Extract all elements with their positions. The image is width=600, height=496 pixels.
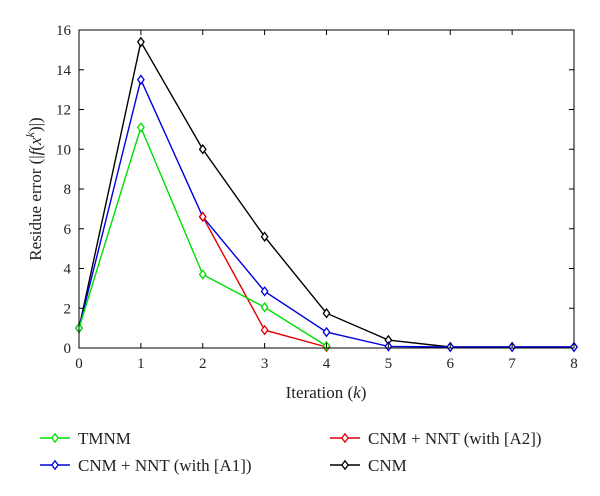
legend-item: TMNM (40, 429, 131, 448)
legend-item: CNM + NNT (with [A2]) (330, 429, 542, 448)
data-point (198, 143, 207, 155)
x-tick-label: 8 (570, 356, 578, 372)
legend-label: TMNM (78, 429, 131, 448)
series-0 (75, 36, 578, 353)
series-line (78, 40, 574, 348)
x-tick-label: 2 (199, 356, 207, 372)
y-tick-label: 16 (56, 23, 72, 39)
y-tick-label: 0 (64, 341, 72, 357)
plot-frame (78, 29, 575, 349)
legend-swatch-marker (51, 432, 59, 444)
data-point (322, 307, 331, 319)
x-tick-label: 3 (261, 356, 269, 372)
series-layer (75, 36, 578, 353)
data-point (198, 211, 207, 223)
data-point (198, 269, 207, 280)
legend-swatch-marker (51, 459, 59, 471)
legend-item: CNM (330, 456, 407, 475)
x-tick-label: 5 (385, 356, 393, 372)
data-point (260, 324, 269, 336)
legend-label: CNM + NNT (with [A2]) (368, 429, 542, 448)
data-point (136, 36, 145, 48)
data-point (136, 122, 145, 133)
data-point (136, 74, 145, 85)
x-tick-label: 4 (323, 356, 331, 372)
y-axis-title: Residue error (|f(xk)|) (23, 117, 45, 260)
y-tick-label: 10 (56, 142, 71, 158)
y-tick-label: 14 (56, 63, 72, 79)
x-tick-label: 0 (75, 356, 83, 372)
x-axis-title: Iteration (k) (286, 383, 367, 402)
y-tick-label: 6 (64, 222, 72, 238)
legend-label: CNM (368, 456, 407, 475)
series-3 (75, 122, 331, 352)
series-line (78, 125, 327, 347)
data-point (260, 231, 269, 242)
y-tick-label: 12 (56, 103, 71, 119)
legend-item: CNM + NNT (with [A1]) (40, 456, 252, 475)
y-tick-label: 4 (64, 262, 72, 278)
x-tick-label: 6 (447, 356, 455, 372)
data-point (260, 286, 269, 297)
legend-swatch-marker (341, 459, 349, 471)
data-point (260, 301, 269, 313)
series-line (78, 77, 574, 348)
x-tick-label: 7 (508, 356, 516, 372)
y-tick-label: 2 (64, 301, 72, 317)
legend-swatch-marker (341, 432, 349, 444)
x-tick-label: 1 (137, 356, 145, 372)
legend: TMNM CNM + NNT (with [A1]) CNM + NNT (with… (40, 429, 542, 475)
y-tick-label: 8 (64, 182, 72, 198)
legend-label: CNM + NNT (with [A1]) (78, 456, 252, 475)
data-point (322, 326, 331, 338)
